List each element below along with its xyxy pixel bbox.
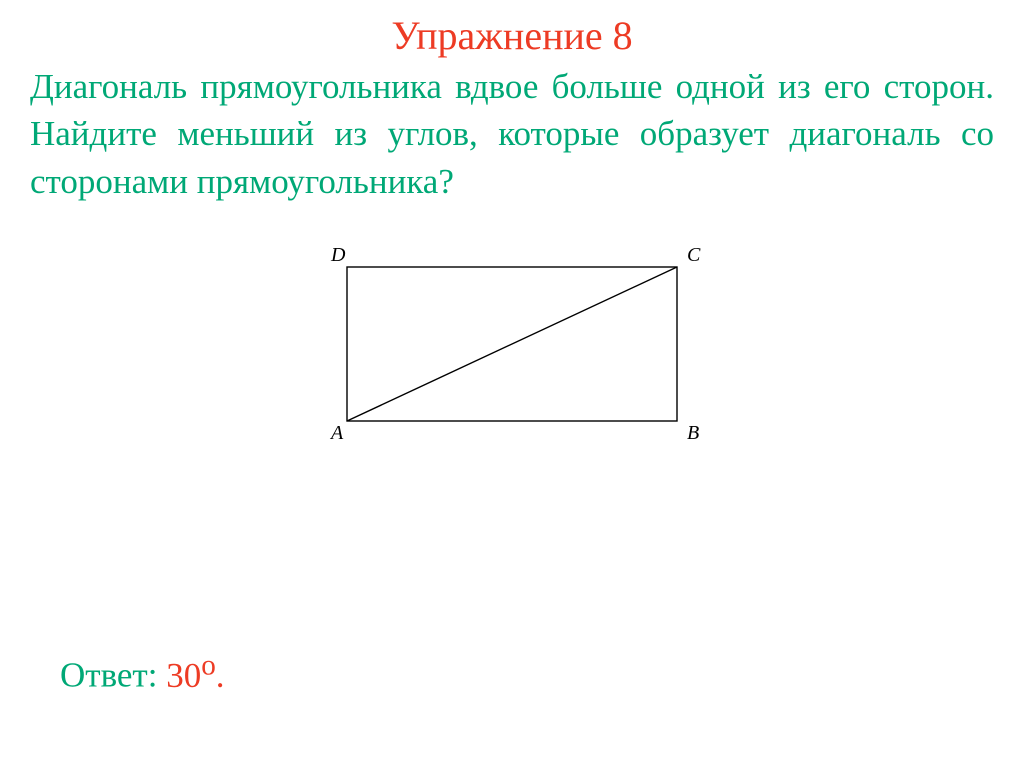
svg-text:D: D bbox=[330, 244, 346, 266]
svg-text:C: C bbox=[687, 244, 701, 266]
answer-number: 30 bbox=[166, 656, 201, 695]
problem-text: Диагональ прямоугольника вдвое больше од… bbox=[0, 59, 1024, 205]
svg-text:A: A bbox=[329, 422, 344, 444]
answer-tail: . bbox=[216, 656, 225, 695]
rectangle-diagram: A B C D bbox=[319, 239, 705, 454]
answer-value: 30o. bbox=[166, 656, 224, 695]
answer-line: Ответ: 30o. bbox=[60, 649, 225, 696]
slide: Упражнение 8 Диагональ прямоугольника вд… bbox=[0, 0, 1024, 768]
answer-label: Ответ: bbox=[60, 656, 157, 695]
svg-text:B: B bbox=[687, 422, 699, 444]
slide-title: Упражнение 8 bbox=[0, 0, 1024, 59]
degree-symbol: o bbox=[201, 649, 216, 681]
figure-container: A B C D bbox=[0, 239, 1024, 454]
